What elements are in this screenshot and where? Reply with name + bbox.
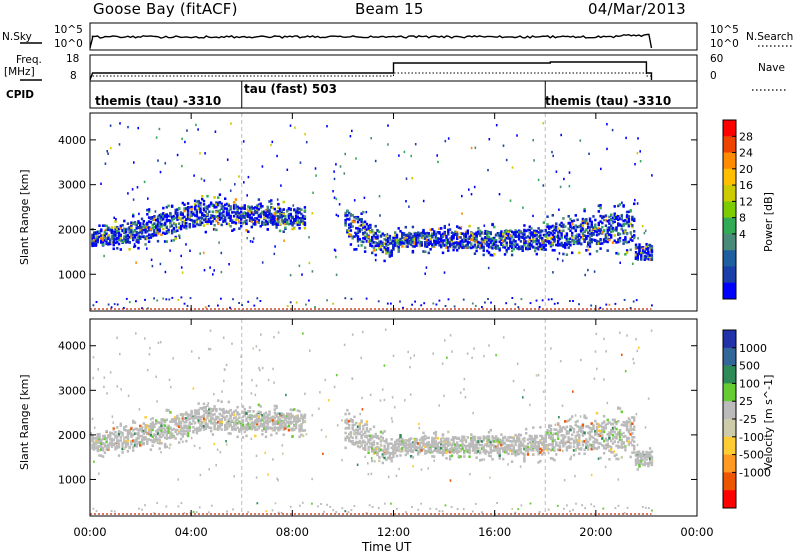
power-colorbar-segment-7 [723, 233, 736, 251]
power-colorbar-tick-2: 20 [739, 163, 753, 176]
velocity-colorbar-tick-3: 25 [739, 395, 753, 408]
cpid-segment-2: tau (fast) 503 [244, 82, 337, 96]
velocity-colorbar-tick-1: 500 [739, 360, 760, 373]
velocity-colorbar-segment-0 [723, 330, 736, 349]
power-colorbar-tick-4: 12 [739, 195, 753, 208]
velocity-colorbar-segment-3 [723, 383, 736, 402]
velocity-colorbar-segment-7 [723, 454, 736, 473]
vel-scatter-cells [90, 328, 654, 515]
nsearch-label: N.Search [746, 31, 794, 43]
freq-tick-bottom: 8 [70, 70, 77, 82]
power-colorbar-segment-5 [723, 201, 736, 218]
velocity-colorbar-tick-4: -25 [739, 413, 757, 426]
power-ytick-label-3: 4000 [58, 134, 86, 147]
freq-series-line [89, 61, 653, 81]
power-colorbar-segment-10 [723, 282, 736, 300]
date-title: 04/Mar/2013 [588, 0, 686, 18]
nsky-series-line [89, 33, 653, 49]
nave-tick-top: 60 [710, 53, 724, 65]
nave-tick-bottom: 0 [710, 70, 717, 82]
power-colorbar-segment-2 [723, 152, 736, 170]
time-tick-label-6: 00:00 [680, 525, 713, 539]
freq-tick-top: 18 [66, 53, 80, 65]
time-tick-label-1: 04:00 [175, 525, 208, 539]
nsky-tick-bottom: 10^0 [54, 38, 83, 50]
velocity-colorbar-tick-7: -1000 [739, 466, 771, 479]
power-colorbar-segment-9 [723, 266, 736, 284]
power-colorbar-segment-3 [723, 168, 736, 186]
freq-label: Freq. [16, 54, 42, 66]
velocity-colorbar-segment-1 [723, 347, 736, 366]
time-axis-label: Time UT [362, 540, 412, 554]
cpid-panel-frame [89, 80, 698, 109]
power-colorbar-segment-6 [723, 217, 736, 235]
freq-unit: [MHz] [4, 66, 35, 78]
vel-ytick-label-3: 4000 [58, 340, 86, 353]
power-colorbar-frame [722, 119, 737, 300]
cpid-label: CPID [6, 89, 35, 101]
time-tick-label-3: 12:00 [377, 525, 410, 539]
power-colorbar-tick-1: 24 [739, 147, 753, 160]
power-colorbar-tick-6: 4 [739, 228, 746, 241]
velocity-colorbar-segment-6 [723, 436, 736, 455]
velocity-colorbar-tick-2: 100 [739, 377, 760, 390]
power-colorbar-tick-0: 28 [739, 130, 753, 143]
velocity-colorbar-segment-4 [723, 401, 736, 420]
vel-plot-background [90, 319, 697, 516]
nsky-tick-top: 10^5 [54, 24, 83, 36]
beam-title: Beam 15 [355, 0, 424, 18]
power-scatter-cells [91, 122, 654, 310]
time-tick-label-2: 08:00 [276, 525, 309, 539]
nave-label: Nave [758, 62, 785, 74]
velocity-colorbar-segment-8 [723, 472, 736, 491]
power-ytick-label-1: 2000 [58, 223, 86, 236]
power-colorbar-segment-0 [723, 120, 736, 137]
time-tick-label-5: 20:00 [579, 525, 612, 539]
power-ytick-label-0: 1000 [58, 268, 86, 281]
power-colorbar-tick-5: 8 [739, 212, 746, 225]
nsearch-tick-top: 10^5 [710, 24, 739, 36]
power-colorbar-segment-4 [723, 185, 736, 202]
velocity-colorbar-segment-2 [723, 365, 736, 384]
cpid-segment-3: themis (tau) -3310 [545, 94, 672, 108]
time-tick-label-4: 16:00 [478, 525, 511, 539]
power-colorbar-segment-8 [723, 250, 736, 267]
power-colorbar-tick-3: 16 [739, 179, 753, 192]
vel-ytick-label-2: 3000 [58, 384, 86, 397]
vel-ytick-label-0: 1000 [58, 473, 86, 486]
nsearch-tick-bottom: 10^0 [710, 38, 739, 50]
velocity-colorbar-segment-9 [723, 490, 736, 509]
station-title: Goose Bay (fitACF) [93, 0, 238, 18]
cpid-segment-1: themis (tau) -3310 [95, 94, 222, 108]
nsky-label: N.Sky [2, 31, 32, 43]
velocity-colorbar-tick-0: 1000 [739, 342, 767, 355]
velocity-colorbar-tick-5: -100 [739, 431, 764, 444]
nsky-panel-frame [89, 22, 698, 51]
time-tick-label-0: 00:00 [73, 525, 106, 539]
vel-ytick-label-1: 2000 [58, 429, 86, 442]
power-ytick-label-2: 3000 [58, 179, 86, 192]
power-colorbar-segment-1 [723, 136, 736, 153]
nave-series-line [92, 72, 652, 77]
velocity-colorbar-segment-5 [723, 419, 736, 438]
velocity-colorbar-tick-6: -500 [739, 449, 764, 462]
